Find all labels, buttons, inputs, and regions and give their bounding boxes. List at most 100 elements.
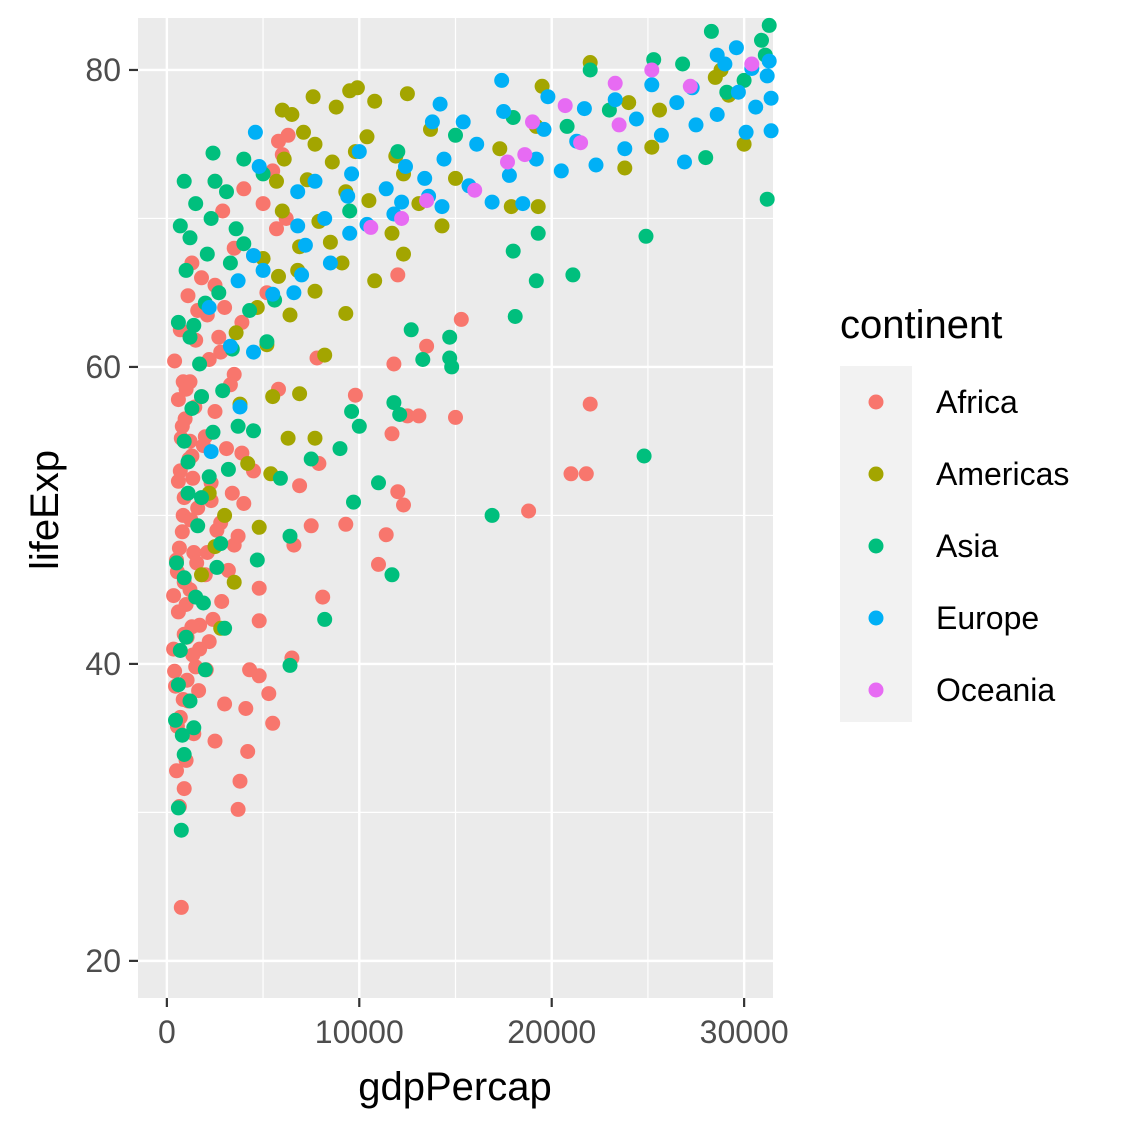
data-point-asia [217, 620, 233, 636]
data-point-asia [698, 150, 714, 166]
data-point-asia [759, 191, 775, 207]
data-point-europe [761, 53, 777, 69]
data-point-africa [390, 484, 406, 500]
data-point-asia [754, 32, 769, 48]
data-point-europe [576, 101, 592, 117]
legend-key-oceania [868, 682, 884, 698]
data-point-europe [484, 194, 500, 210]
data-point-americas [361, 193, 377, 209]
data-point-africa [280, 127, 296, 143]
data-point-asia [209, 559, 225, 575]
data-point-asia [170, 800, 186, 816]
data-point-asia [236, 151, 252, 167]
data-point-asia [219, 184, 234, 200]
data-point-africa [261, 686, 277, 702]
data-point-asia [403, 322, 419, 338]
data-point-africa [521, 503, 537, 519]
data-point-europe [748, 99, 764, 115]
data-point-africa [232, 773, 248, 789]
data-point-americas [271, 268, 286, 284]
data-point-europe [394, 194, 410, 210]
data-point-asia [203, 211, 219, 226]
data-point-americas [359, 129, 375, 145]
data-point-africa [347, 387, 363, 403]
data-point-asia [505, 243, 521, 259]
data-point-europe [677, 154, 692, 170]
data-point-americas [399, 86, 415, 102]
data-point-europe [251, 159, 267, 174]
data-point-americas [349, 80, 365, 96]
data-point-africa [230, 801, 246, 817]
data-point-europe [378, 181, 394, 197]
data-point-americas [307, 283, 323, 299]
data-point-europe [230, 273, 246, 289]
data-point-americas [274, 203, 290, 219]
data-point-asia [194, 389, 209, 405]
data-point-asia [205, 145, 221, 161]
data-point-asia [342, 203, 358, 219]
data-point-asia [176, 747, 192, 762]
data-point-americas [384, 225, 400, 241]
data-points [166, 17, 779, 915]
data-point-asia [448, 127, 463, 143]
data-point-asia [220, 461, 236, 477]
data-point-asia [173, 822, 189, 838]
data-point-europe [709, 47, 725, 63]
data-point-asia [236, 236, 252, 252]
data-point-africa [166, 588, 182, 604]
data-point-asia [351, 418, 367, 434]
data-point-africa [453, 311, 469, 327]
data-point-americas [334, 255, 350, 271]
data-point-africa [194, 270, 209, 286]
data-point-africa [178, 381, 194, 397]
data-point-europe [290, 218, 306, 234]
data-point-africa [411, 408, 427, 424]
data-point-europe [730, 84, 746, 100]
data-point-asia [507, 309, 523, 324]
data-point-americas [492, 141, 508, 157]
data-point-asia [736, 72, 752, 88]
data-point-americas [530, 199, 546, 215]
data-point-americas [251, 519, 267, 535]
data-point-europe [203, 444, 219, 460]
data-point-europe [496, 104, 512, 119]
data-point-asia [528, 273, 544, 289]
data-point-asia [172, 643, 188, 658]
data-point-europe [322, 255, 338, 271]
data-point-asia [259, 334, 275, 350]
data-point-asia [182, 329, 198, 345]
data-point-americas [280, 430, 296, 446]
legend-label-asia: Asia [936, 528, 998, 564]
data-point-americas [434, 218, 450, 234]
data-point-asia [303, 451, 319, 467]
data-point-oceania [500, 154, 515, 170]
data-point-africa [384, 426, 400, 442]
data-point-oceania [607, 75, 623, 91]
data-point-africa [582, 396, 598, 412]
x-tick-label: 30000 [700, 1014, 789, 1050]
data-point-americas [194, 567, 209, 583]
data-point-europe [344, 166, 360, 182]
data-point-africa [167, 353, 183, 369]
legend-key-africa [868, 394, 884, 410]
data-point-oceania [611, 117, 627, 133]
data-point-asia [188, 196, 204, 212]
data-point-europe [436, 151, 452, 167]
data-point-europe [232, 399, 248, 415]
data-point-europe [494, 72, 510, 88]
data-point-americas [226, 574, 242, 590]
data-point-africa [255, 196, 271, 212]
data-point-africa [230, 528, 246, 544]
x-tick-label: 0 [158, 1014, 176, 1050]
data-point-asia [194, 490, 209, 506]
data-point-africa [303, 518, 319, 534]
data-point-africa [170, 473, 186, 489]
data-point-americas [269, 173, 284, 189]
x-tick-label: 10000 [315, 1014, 404, 1050]
data-point-asia [186, 317, 202, 333]
data-point-asia [317, 611, 333, 627]
data-point-europe [759, 68, 775, 84]
data-point-europe [553, 163, 569, 179]
data-point-oceania [419, 193, 435, 209]
data-point-oceania [644, 62, 660, 78]
